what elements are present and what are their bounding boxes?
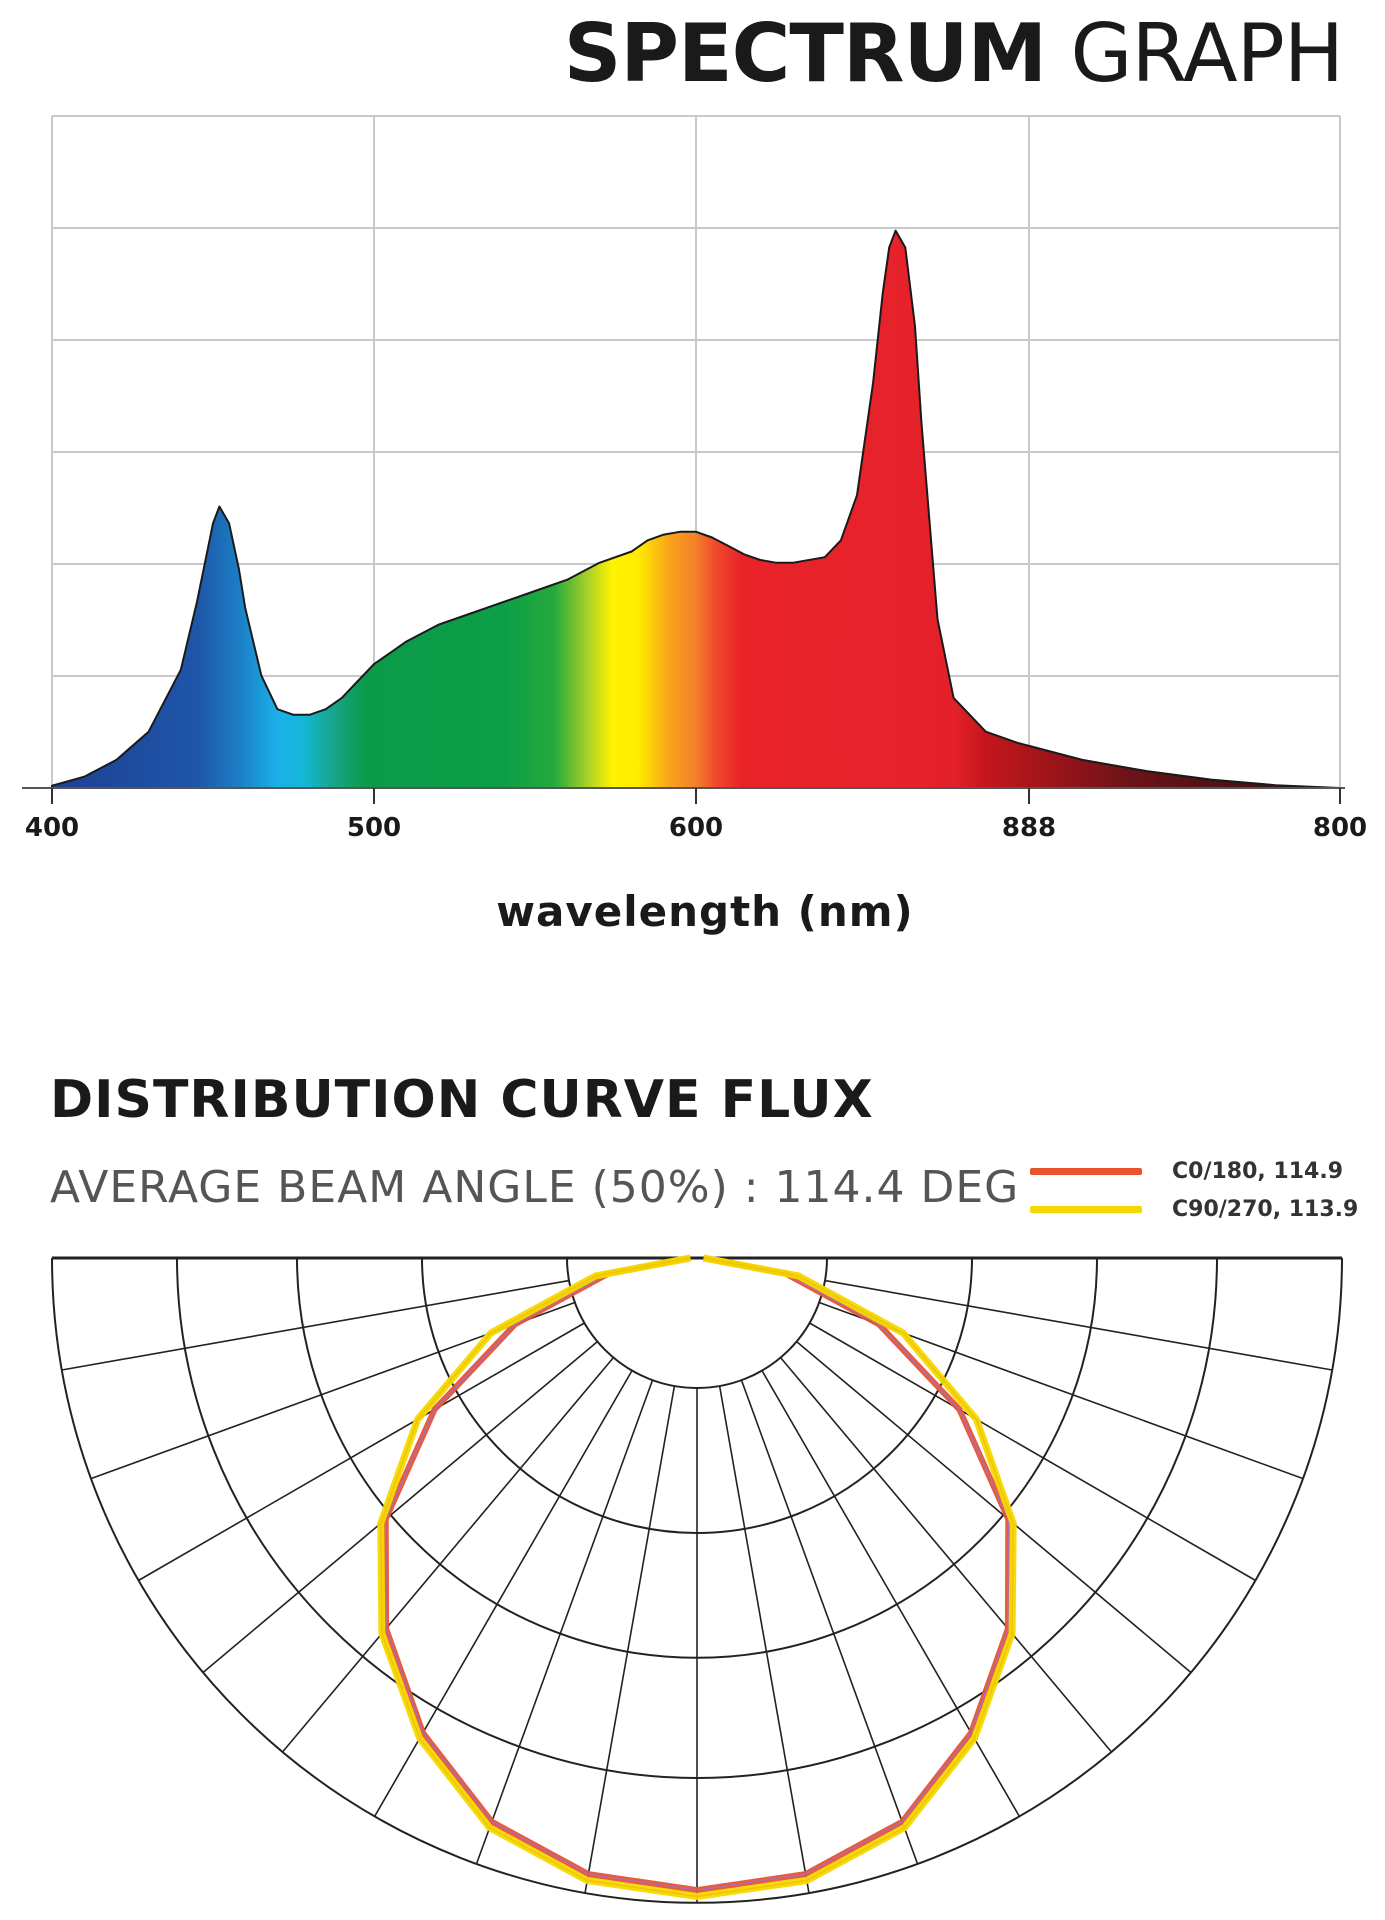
legend-swatch-c90 <box>1030 1205 1142 1213</box>
spectrum-title: SPECTRUM GRAPH <box>564 14 1344 94</box>
polar-spoke <box>61 1279 570 1371</box>
spectrum-x-tick-label: 800 <box>1313 813 1367 843</box>
polar-spoke <box>281 1357 615 1753</box>
spectrum-x-tick-label: 600 <box>669 813 723 843</box>
polar-spoke <box>718 1385 810 1894</box>
polar-spoke <box>475 1379 654 1865</box>
distribution-polar-chart <box>51 1254 1343 1904</box>
legend-label-c90: C90/270, 113.9 <box>1172 1196 1359 1222</box>
polar-spoke <box>740 1379 919 1865</box>
spectrum-title-light: GRAPH <box>1070 7 1344 100</box>
spectrum-chart: 400 500 600 888 800 <box>22 115 1367 843</box>
polar-spoke <box>824 1279 1333 1371</box>
polar-spoke <box>809 1322 1256 1582</box>
spectrum-x-tick-label: 400 <box>25 813 79 843</box>
legend-swatch-c0 <box>1030 1167 1142 1175</box>
polar-spoke <box>137 1322 585 1582</box>
spectrum-area <box>51 229 1341 789</box>
polar-spoke <box>584 1385 676 1894</box>
distribution-title: DISTRIBUTION CURVE FLUX <box>50 1070 874 1130</box>
polar-spoke <box>202 1340 598 1674</box>
distribution-legend: C0/180, 114.9 C90/270, 113.9 <box>1030 1152 1358 1228</box>
legend-item-c90: C90/270, 113.9 <box>1030 1190 1358 1228</box>
polar-grid <box>51 1256 1343 1904</box>
legend-label-c0: C0/180, 114.9 <box>1172 1158 1344 1184</box>
polar-spoke <box>796 1340 1192 1674</box>
polar-series-c90-inner <box>380 1257 1014 1898</box>
polar-spoke <box>373 1370 633 1817</box>
spectrum-x-tick-label: 500 <box>347 813 401 843</box>
spectrum-x-axis-label: wavelength (nm) <box>496 887 914 936</box>
polar-ring <box>566 1257 828 1389</box>
spectrum-title-bold: SPECTRUM <box>563 7 1047 100</box>
polar-spoke <box>779 1357 1113 1753</box>
polar-spoke <box>761 1370 1021 1817</box>
beam-angle-text: AVERAGE BEAM ANGLE (50%) : 114.4 DEG <box>50 1162 1020 1213</box>
polar-series-c0-inner <box>384 1257 1010 1891</box>
spectrum-x-tick-label: 888 <box>1002 813 1056 843</box>
legend-item-c0: C0/180, 114.9 <box>1030 1152 1358 1190</box>
